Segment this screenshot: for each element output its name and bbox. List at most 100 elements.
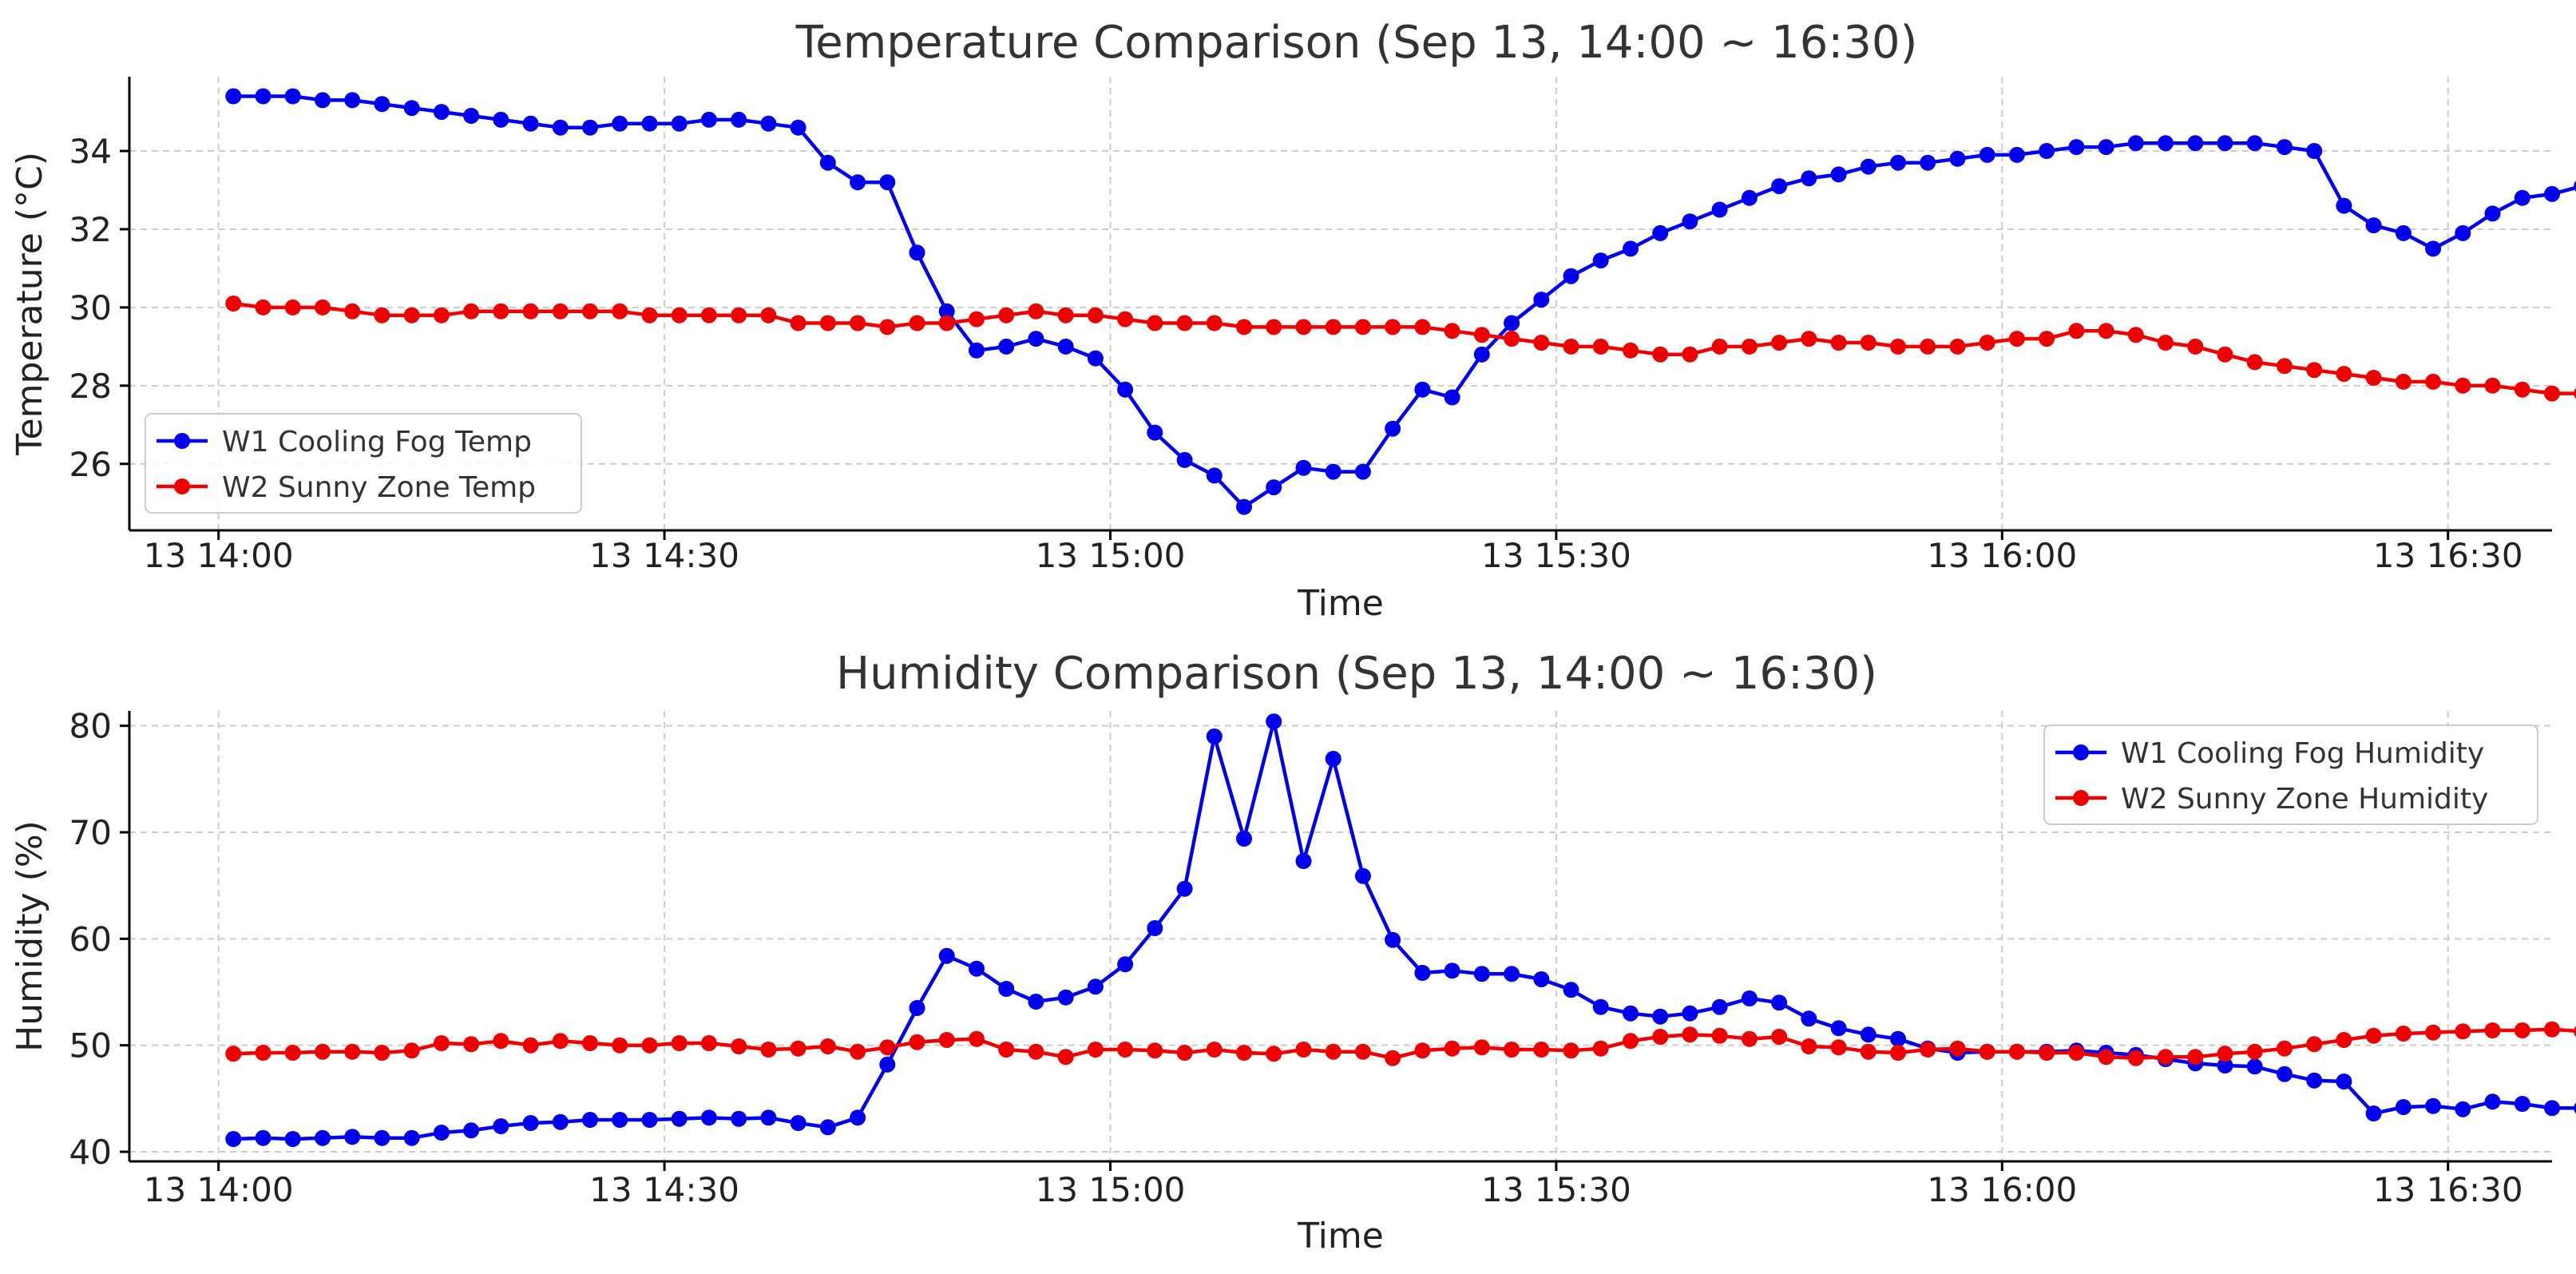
temperature-series-1-point-3 (315, 299, 331, 316)
temperature-series-1-point-25 (969, 311, 985, 327)
temperature-series-0-point-51 (1741, 189, 1758, 206)
humidity-y-tick-label-1: 50 (69, 1026, 112, 1066)
humidity-y-tick-label-4: 80 (69, 707, 112, 746)
temperature-x-tick-label-5: 13 16:30 (2373, 536, 2523, 575)
humidity-series-1-point-32 (1176, 1045, 1193, 1061)
humidity-series-1-point-13 (612, 1037, 628, 1054)
temperature-series-1-point-18 (760, 307, 777, 323)
humidity-series-1-point-21 (850, 1043, 866, 1060)
temperature-y-tick-label-1: 28 (69, 367, 112, 406)
temperature-series-1 (225, 296, 2576, 402)
temperature-series-1-point-42 (1473, 327, 1490, 343)
temperature-series-1-point-70 (2306, 362, 2323, 379)
humidity-series-1-point-3 (315, 1043, 331, 1060)
humidity-y-tick-label-0: 40 (69, 1133, 112, 1172)
temperature-series-1-point-38 (1354, 319, 1371, 335)
humidity-series-1-point-26 (998, 1042, 1015, 1058)
temperature-series-0-point-32 (1176, 451, 1193, 468)
humidity-legend-box (2043, 724, 2538, 825)
temperature-series-1-point-29 (1087, 307, 1104, 323)
temperature-series-0-point-34 (1236, 498, 1252, 515)
humidity-series-0-point-12 (582, 1112, 598, 1128)
temperature-series-0-point-11 (552, 119, 569, 136)
humidity-x-label: Time (1297, 1216, 1384, 1256)
temperature-series-1-point-10 (522, 303, 539, 319)
temperature-series-0-point-35 (1266, 479, 1282, 496)
humidity-series-0-point-72 (2365, 1105, 2382, 1121)
temperature-series-1-point-48 (1652, 346, 1669, 363)
humidity-series-1-point-43 (1504, 1042, 1520, 1058)
temperature-series-1-point-5 (374, 307, 390, 323)
temperature-series-0-point-64 (2127, 135, 2144, 152)
humidity-series-0-point-34 (1236, 831, 1252, 847)
temperature-series-0-point-0 (225, 88, 242, 105)
humidity-series-1-point-48 (1652, 1029, 1669, 1045)
humidity-series-0-point-36 (1295, 853, 1312, 869)
humidity-series-1-point-57 (1920, 1042, 1936, 1058)
humidity-series-1-point-9 (493, 1033, 509, 1050)
humidity-series-1-point-41 (1444, 1040, 1460, 1057)
temperature-series-0-point-54 (1830, 166, 1847, 183)
temperature-title: Temperature Comparison (Sep 13, 14:00 ~ … (795, 17, 1918, 69)
temperature-series-1-point-35 (1266, 319, 1282, 335)
humidity-series-1-point-49 (1682, 1026, 1698, 1043)
temperature-series-0-point-77 (2514, 189, 2530, 206)
temperature-series-0-point-31 (1147, 424, 1163, 441)
humidity-series-1 (225, 1021, 2576, 1066)
humidity-x-tick-label-4: 13 16:00 (1927, 1170, 2077, 1209)
humidity-series-1-point-2 (284, 1045, 301, 1061)
temperature-series-0-point-17 (731, 111, 747, 128)
humidity-series-0-point-10 (522, 1115, 539, 1131)
temperature-series-0-point-74 (2425, 240, 2442, 257)
temperature-series-1-point-61 (2039, 331, 2055, 347)
humidity-series-1-point-55 (1860, 1043, 1877, 1060)
temperature-series-0-point-23 (909, 244, 925, 261)
humidity-series-1-point-60 (2008, 1043, 2025, 1060)
temperature-series-0-point-47 (1623, 240, 1639, 257)
humidity-series-0-point-5 (374, 1129, 390, 1146)
humidity-series-0-point-22 (879, 1056, 896, 1073)
humidity-series-0-point-74 (2425, 1097, 2442, 1114)
temperature-series-0-point-9 (493, 111, 509, 128)
temperature-series-0-point-10 (522, 115, 539, 132)
humidity-series-0-point-7 (433, 1125, 450, 1141)
humidity-y-tick-label-2: 60 (69, 919, 112, 958)
humidity-series-1-point-8 (463, 1036, 480, 1053)
humidity-series-1-point-58 (1949, 1040, 1966, 1057)
humidity-series-0-point-16 (700, 1109, 717, 1126)
temperature-series-1-point-56 (1890, 338, 1906, 355)
humidity-legend-marker-1 (2073, 790, 2089, 806)
humidity-series-0-point-23 (909, 1000, 925, 1016)
temperature-series-1-point-72 (2365, 370, 2382, 386)
temperature-series-0-point-4 (344, 92, 361, 109)
humidity-series-0-point-15 (671, 1110, 688, 1127)
humidity-series-1-point-1 (255, 1045, 271, 1061)
humidity-series-0-point-13 (612, 1112, 628, 1128)
humidity-series-0-point-45 (1563, 982, 1579, 998)
temperature-series-0-point-24 (938, 303, 955, 319)
humidity-series-0-point-69 (2277, 1066, 2293, 1082)
temperature-series-0-point-43 (1504, 315, 1520, 331)
humidity-series-1-point-67 (2217, 1046, 2233, 1062)
humidity-series-1-point-59 (1979, 1043, 1995, 1060)
humidity-series-0-point-3 (315, 1129, 331, 1146)
humidity-series-1-point-62 (2068, 1045, 2085, 1061)
temperature-series-1-point-0 (225, 296, 242, 312)
humidity-series-1-point-72 (2365, 1027, 2382, 1044)
temperature-series-1-point-52 (1771, 335, 1788, 351)
temperature-series-1-point-16 (700, 307, 717, 323)
temperature-series-1-point-66 (2187, 338, 2204, 355)
humidity-series-1-point-24 (938, 1032, 955, 1048)
temperature-series-0-point-37 (1325, 463, 1342, 480)
humidity-series-1-point-70 (2306, 1036, 2323, 1053)
temperature-series-1-point-14 (641, 307, 658, 323)
temperature-series-1-point-45 (1563, 338, 1579, 355)
humidity-series-1-point-11 (552, 1033, 569, 1050)
temperature-series-0-point-73 (2395, 224, 2412, 241)
temperature-series-0-point-1 (255, 88, 271, 105)
temperature-series-line-0 (233, 94, 2576, 509)
temperature-series-1-point-69 (2277, 358, 2293, 375)
temperature-series-1-point-57 (1920, 338, 1936, 355)
